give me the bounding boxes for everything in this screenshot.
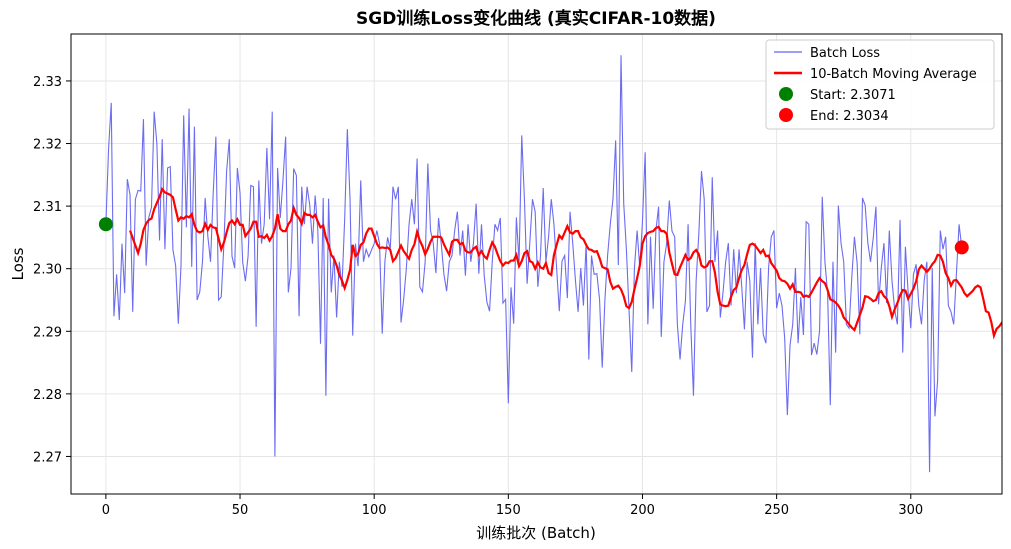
y-tick-label: 2.27	[33, 450, 62, 465]
y-tick-label: 2.29	[33, 325, 62, 340]
x-tick-label: 300	[898, 503, 923, 518]
y-tick-label: 2.32	[33, 138, 62, 153]
x-axis-title: 训练批次 (Batch)	[476, 524, 596, 542]
legend-label-start: Start: 2.3071	[810, 88, 896, 103]
x-tick-label: 250	[764, 503, 789, 518]
x-tick-label: 150	[496, 503, 521, 518]
plot-area	[98, 55, 1002, 473]
y-axis-title: Loss	[9, 247, 27, 280]
plot-frame	[70, 33, 1003, 495]
legend-label-end: End: 2.3034	[810, 109, 889, 124]
y-tick-label: 2.33	[33, 75, 62, 90]
y-tick-label: 2.30	[33, 263, 62, 278]
x-tick-label: 0	[102, 503, 110, 518]
end-marker	[954, 240, 969, 255]
moving-average-line	[128, 187, 1002, 340]
legend: Batch Loss 10-Batch Moving Average Start…	[765, 39, 995, 130]
batch-loss-line	[105, 55, 963, 473]
y-axis-ticks: 2.27 2.28 2.29 2.30 2.31 2.32 2.33	[33, 75, 71, 465]
x-tick-label: 50	[232, 503, 249, 518]
x-tick-label: 100	[362, 503, 387, 518]
y-tick-label: 2.28	[33, 388, 62, 403]
legend-label-moving-average: 10-Batch Moving Average	[810, 67, 977, 82]
start-marker	[98, 217, 113, 232]
legend-box	[765, 39, 995, 130]
x-tick-label: 200	[630, 503, 655, 518]
chart-title: SGD训练Loss变化曲线 (真实CIFAR-10数据)	[356, 8, 716, 29]
legend-swatch-end	[779, 108, 793, 122]
y-tick-label: 2.31	[33, 200, 62, 215]
x-axis-ticks: 0 50 100 150 200 250 300	[102, 494, 923, 518]
legend-swatch-start	[779, 87, 793, 101]
legend-label-batch-loss: Batch Loss	[810, 46, 880, 61]
